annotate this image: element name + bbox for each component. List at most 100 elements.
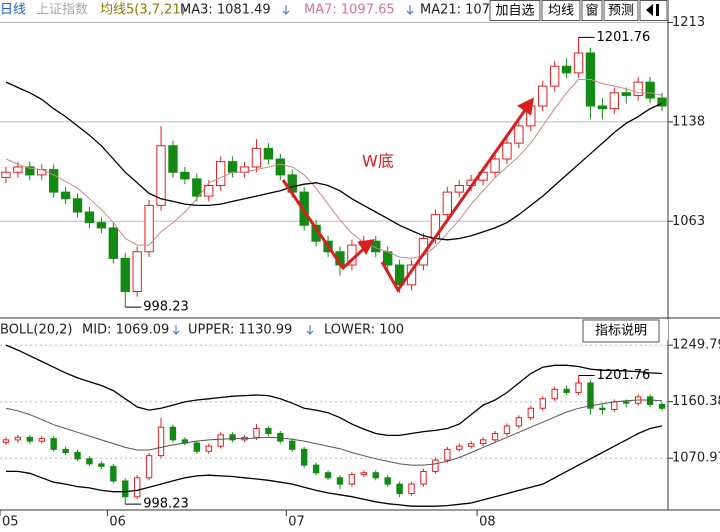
candle-body (420, 470, 427, 485)
candle-body (587, 382, 594, 409)
button[interactable] (639, 0, 668, 21)
candle-body (205, 445, 212, 452)
candle-body (168, 145, 178, 173)
candle-body (611, 401, 618, 411)
candle-body (597, 105, 608, 110)
candle-body (122, 480, 129, 498)
candle-body (348, 474, 356, 485)
line-series (5, 81, 663, 241)
y-tick-label: 1070.97 (672, 451, 720, 466)
candle-body (38, 438, 45, 442)
low-label: 998.23 (143, 300, 189, 315)
candle-body (479, 439, 487, 445)
candle-body (394, 264, 405, 286)
button-label[interactable]: 预测 (608, 4, 634, 19)
candle-body (204, 185, 214, 197)
arrow (281, 179, 370, 271)
candle-body (609, 92, 619, 110)
icon (646, 4, 659, 16)
y-tick-label: 1063 (672, 214, 705, 229)
candle-body (563, 388, 570, 393)
candle-body (169, 426, 177, 441)
button[interactable] (603, 0, 639, 21)
arrowhead (357, 239, 375, 255)
arrowhead (517, 97, 534, 116)
candle-body (551, 388, 558, 400)
line-series (5, 399, 663, 466)
candle-body (396, 483, 403, 495)
candle-body (621, 92, 631, 96)
candle-body (336, 477, 344, 485)
line-series (5, 344, 663, 437)
button[interactable] (581, 0, 603, 21)
y-tick-label: 1138 (672, 114, 705, 129)
low-label: 998.23 (143, 497, 189, 512)
x-tick-label: 06 (109, 515, 126, 530)
candle-body (502, 142, 512, 160)
high-label: 1201.76 (597, 30, 651, 45)
candle-body (573, 52, 584, 74)
candle-body (538, 85, 548, 107)
y-tick-label: 1213 (672, 15, 705, 30)
candle-body (216, 161, 226, 186)
x-tick-label: 08 (479, 515, 496, 530)
button-label[interactable]: 窗 (585, 3, 598, 19)
indicator-value: MID: 1069.09 (82, 323, 169, 338)
down-arrow (406, 5, 414, 15)
w-arrows (281, 97, 534, 293)
candle-body (193, 442, 201, 452)
candle-body (145, 455, 153, 479)
candle-body (156, 145, 166, 206)
button[interactable] (582, 319, 660, 343)
candle-body (503, 425, 511, 435)
candle-body (227, 161, 238, 173)
candle-body (1, 171, 11, 179)
candle-body (527, 407, 535, 419)
annotation: W底 (362, 152, 394, 171)
candle-body (514, 125, 524, 144)
button-label[interactable]: 指标说明 (595, 324, 647, 339)
candle-body (324, 472, 332, 479)
candle-body (456, 445, 463, 450)
candle-body (263, 147, 274, 160)
candle-body (645, 81, 655, 99)
candle-body (110, 465, 117, 482)
candle-body (550, 65, 560, 87)
ma-value: MA7: 1097.65 (304, 3, 395, 18)
candle-body (50, 438, 57, 450)
candle-body (192, 178, 202, 197)
candle-body (62, 448, 69, 453)
candle-body (157, 426, 165, 457)
button[interactable] (541, 0, 581, 21)
high-label: 1201.76 (597, 368, 651, 383)
y-tick-label: 1249.79 (672, 338, 720, 353)
candle-body (84, 211, 95, 224)
button-label[interactable]: 加自选 (495, 4, 534, 19)
header-label: 均线5(3,7,21) (100, 3, 186, 18)
candle-body (180, 171, 190, 180)
candle-body (2, 439, 10, 443)
candle-body (98, 463, 105, 467)
candle-body (277, 433, 284, 442)
candle-body (74, 451, 81, 460)
candle-body (575, 382, 582, 393)
indicator-label: BOLL(20,2) (0, 323, 73, 338)
line-series (5, 79, 663, 259)
candle-body (300, 448, 308, 466)
y-tick-label: 1160.38 (672, 394, 720, 409)
button[interactable] (489, 0, 541, 21)
candle-body (383, 251, 393, 266)
candle-body (658, 403, 666, 409)
candle-body (384, 477, 391, 485)
candle-body (251, 147, 262, 168)
button-label[interactable]: 均线 (548, 4, 574, 19)
ma-value: MA21: 1070 (420, 3, 498, 18)
candle-body (217, 434, 224, 447)
header-label: 日线 (0, 3, 26, 18)
candle-body (86, 458, 93, 465)
candle-body (360, 472, 368, 476)
x-tick-label: 05 (2, 515, 19, 530)
candle-body (599, 407, 606, 411)
candle-body (490, 158, 500, 173)
